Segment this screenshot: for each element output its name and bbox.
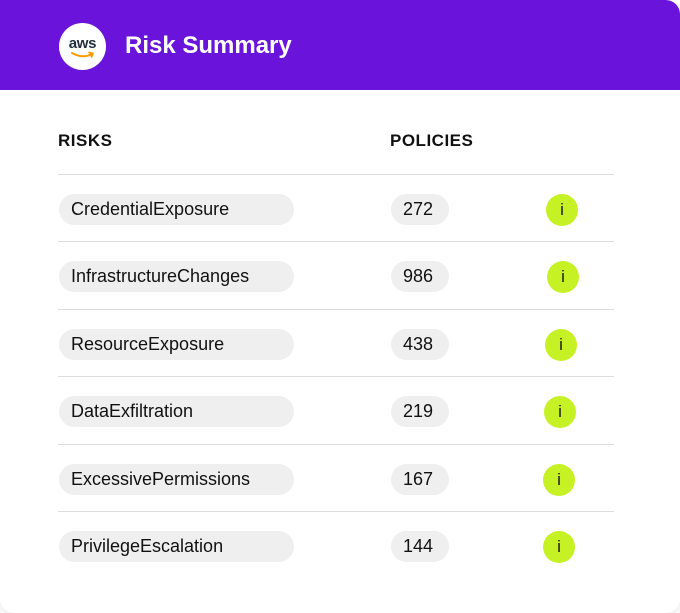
risk-label: InfrastructureChanges <box>59 261 294 292</box>
column-header-policies: POLICIES <box>390 131 474 150</box>
table-row: CredentialExposure 272 i <box>58 174 614 242</box>
risk-label: ResourceExposure <box>59 329 294 360</box>
policy-count: 167 <box>391 464 449 495</box>
table-row: ResourceExposure 438 i <box>58 309 614 377</box>
info-button[interactable]: i <box>545 329 577 361</box>
info-button[interactable]: i <box>543 464 575 496</box>
table-row: PrivilegeEscalation 144 i <box>58 511 614 579</box>
risk-label: CredentialExposure <box>59 194 294 225</box>
risk-label: PrivilegeEscalation <box>59 531 294 562</box>
card-title: Risk Summary <box>125 32 292 59</box>
info-button[interactable]: i <box>544 396 576 428</box>
table-row: ExcessivePermissions 167 i <box>58 444 614 512</box>
info-button[interactable]: i <box>547 261 579 293</box>
table-row: InfrastructureChanges 986 i <box>58 241 614 309</box>
policy-count: 986 <box>391 261 449 292</box>
card-header: aws Risk Summary <box>0 0 680 90</box>
risk-label: ExcessivePermissions <box>59 464 294 495</box>
info-button[interactable]: i <box>546 194 578 226</box>
policy-count: 438 <box>391 329 449 360</box>
aws-smile-icon <box>70 51 94 58</box>
aws-logo-icon: aws <box>59 23 106 70</box>
info-button[interactable]: i <box>543 531 575 563</box>
table-row: DataExfiltration 219 i <box>58 376 614 444</box>
column-header-risks: RISKS <box>58 131 113 150</box>
risk-label: DataExfiltration <box>59 396 294 427</box>
policy-count: 272 <box>391 194 449 225</box>
aws-logo-text: aws <box>68 35 97 52</box>
policy-count: 144 <box>391 531 449 562</box>
policy-count: 219 <box>391 396 449 427</box>
